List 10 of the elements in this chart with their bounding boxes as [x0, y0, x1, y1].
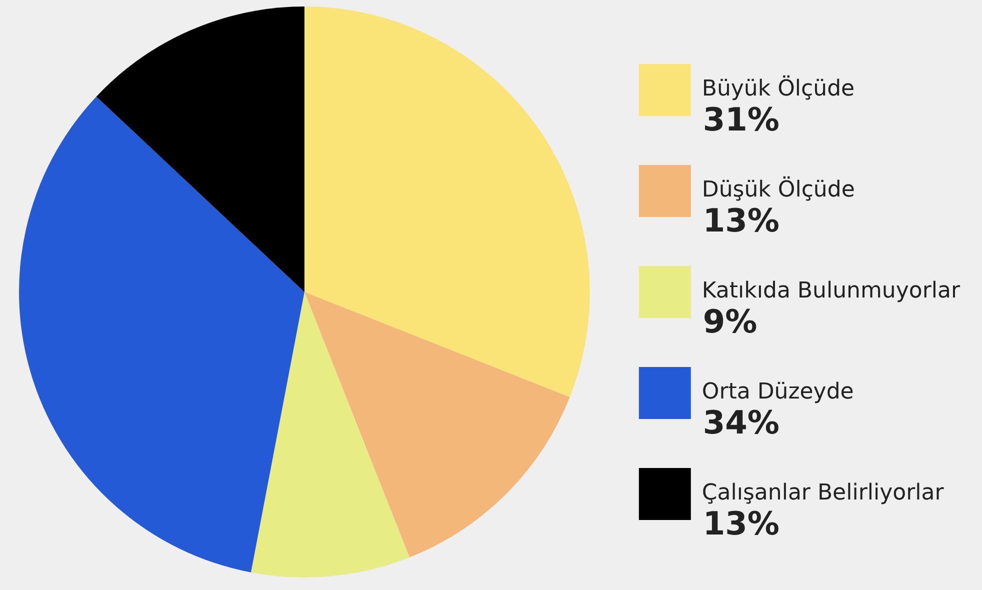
data-label: 31%: [702, 100, 780, 138]
legend-label: Orta Düzeyde: [702, 380, 854, 405]
data-label: 13%: [702, 504, 780, 542]
legend-label: Katıkıda Bulunmuyorlar: [702, 278, 961, 304]
data-label: 9%: [702, 302, 758, 340]
data-label: 34%: [702, 403, 780, 442]
legend-label: Büyük Ölçüde: [702, 74, 855, 102]
legend-label: Düşük Ölçüde: [702, 176, 855, 203]
legend-label: Çalışanlar Belirliyorlar: [702, 480, 945, 506]
data-label: 13%: [702, 201, 780, 240]
